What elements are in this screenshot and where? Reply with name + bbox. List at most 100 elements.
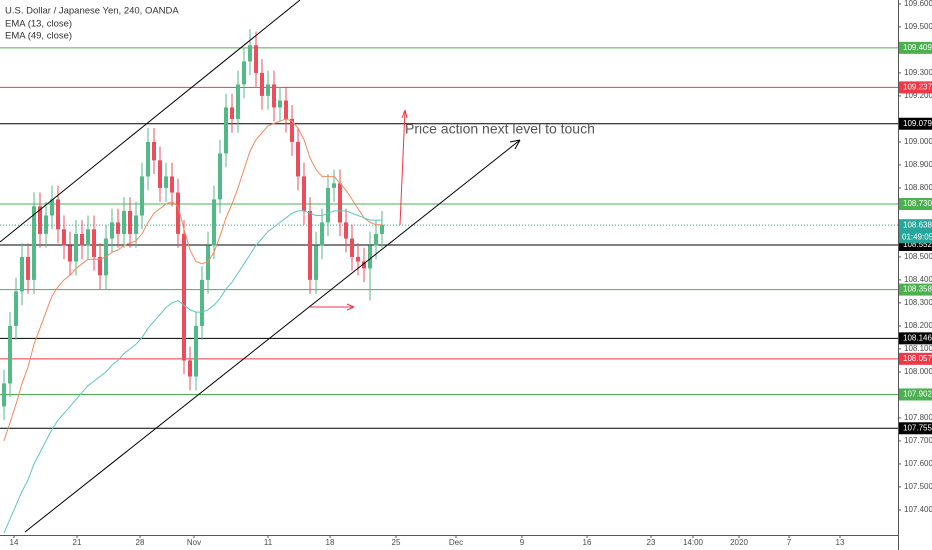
candle-body — [248, 45, 252, 62]
price-level-badge — [899, 81, 932, 94]
candle-body — [314, 245, 318, 280]
candle-body — [128, 210, 132, 234]
channel-upper — [0, 0, 301, 243]
candle-body — [254, 45, 258, 73]
candle-body — [122, 210, 126, 234]
annotation: Price action next level to touch — [405, 121, 595, 137]
ema-line — [3, 118, 382, 442]
candle-body — [266, 84, 270, 96]
y-tick-label: 109.500 — [904, 22, 932, 31]
x-tick-label: 9 — [520, 538, 525, 547]
candle-body — [218, 153, 222, 200]
candle-body — [32, 206, 36, 280]
candle-body — [302, 176, 306, 211]
candle-body — [242, 61, 246, 85]
price-level-label: 109.079 — [903, 119, 932, 128]
y-tick-label: 108.000 — [904, 367, 932, 376]
candle-body — [98, 256, 102, 276]
last-price-badge — [899, 219, 932, 244]
candle-body — [140, 176, 144, 216]
candle-body — [278, 100, 282, 108]
candle-body — [68, 245, 72, 262]
legend-entry: EMA (49, close) — [5, 31, 72, 42]
candle-body — [236, 84, 240, 119]
last-price-label: 108.638 — [903, 220, 932, 229]
candle-body — [86, 229, 90, 246]
y-tick-label: 108.200 — [904, 321, 932, 330]
price-level-label: 107.755 — [903, 423, 932, 432]
candle-body — [260, 72, 264, 96]
candle-body — [212, 199, 216, 246]
y-tick-label: 108.400 — [904, 275, 932, 284]
price-level-badge — [899, 41, 932, 54]
x-tick-label: 21 — [73, 538, 82, 547]
y-tick-label: 107.400 — [904, 505, 932, 514]
y-tick-label: 108.100 — [904, 344, 932, 353]
y-tick-label: 109.000 — [904, 137, 932, 146]
x-tick-label: 16 — [583, 538, 592, 547]
y-tick-label: 109.600 — [904, 0, 932, 8]
candle-body — [56, 199, 60, 230]
x-tick-label: 25 — [392, 538, 401, 547]
candle-body — [356, 256, 360, 262]
y-tick-label: 107.800 — [904, 413, 932, 422]
arrow-head — [346, 303, 355, 311]
y-tick-label: 108.800 — [904, 183, 932, 192]
candle-body — [200, 279, 204, 326]
candle-body — [158, 160, 162, 188]
y-tick-label: 107.700 — [904, 436, 932, 445]
candle-body — [290, 118, 294, 142]
price-level-label: 108.146 — [903, 333, 932, 342]
candle-body — [230, 107, 234, 119]
price-level-badge — [899, 388, 932, 401]
x-tick-label: 28 — [136, 538, 145, 547]
candle-body — [272, 84, 276, 108]
price-level-label: 107.902 — [903, 390, 932, 399]
candle-body — [326, 187, 330, 223]
x-tick-label: 7 — [787, 538, 792, 547]
price-level-label: 108.057 — [903, 354, 932, 363]
candle-body — [344, 222, 348, 239]
price-level-badge — [899, 422, 932, 435]
candle-body — [308, 210, 312, 280]
candle-body — [146, 141, 150, 177]
candle-body — [2, 383, 6, 407]
candle-body — [50, 199, 54, 216]
price-level-label: 108.552 — [903, 240, 932, 249]
y-tick-label: 109.300 — [904, 68, 932, 77]
y-tick-label: 107.500 — [904, 482, 932, 491]
x-tick-label: 2020 — [730, 538, 748, 547]
countdown: 01:49:05 — [902, 232, 932, 241]
y-tick-label: 108.900 — [904, 160, 932, 169]
y-tick-label: 108.300 — [904, 298, 932, 307]
price-level-label: 109.409 — [903, 43, 932, 52]
x-tick-label: 14:00 — [683, 538, 704, 547]
legend-entry: EMA (13, close) — [5, 19, 72, 30]
x-tick-label: 14 — [10, 538, 19, 547]
candle-body — [368, 245, 372, 269]
candle-body — [14, 291, 18, 326]
y-tick-label: 107.600 — [904, 459, 932, 468]
price-level-label: 108.358 — [903, 285, 932, 294]
candle-body — [296, 141, 300, 177]
candle-body — [44, 215, 48, 234]
arrow-head — [401, 109, 408, 119]
candle-body — [116, 222, 120, 234]
candle-body — [206, 245, 210, 280]
red-arrow-up — [399, 109, 406, 226]
candle-body — [284, 100, 288, 119]
candle-body — [350, 238, 354, 257]
candle-body — [170, 176, 174, 193]
price-level-badge — [899, 117, 932, 130]
candle-body — [8, 325, 12, 384]
candle-body — [20, 256, 24, 292]
price-level-badge — [899, 332, 932, 345]
price-level-badge — [899, 198, 932, 211]
candle-body — [338, 183, 342, 223]
price-level-label: 108.730 — [903, 199, 932, 208]
x-tick-label: 18 — [326, 538, 335, 547]
price-level-label: 109.237 — [903, 83, 932, 92]
y-tick-label: 109.200 — [904, 91, 932, 100]
candle-body — [320, 222, 324, 246]
